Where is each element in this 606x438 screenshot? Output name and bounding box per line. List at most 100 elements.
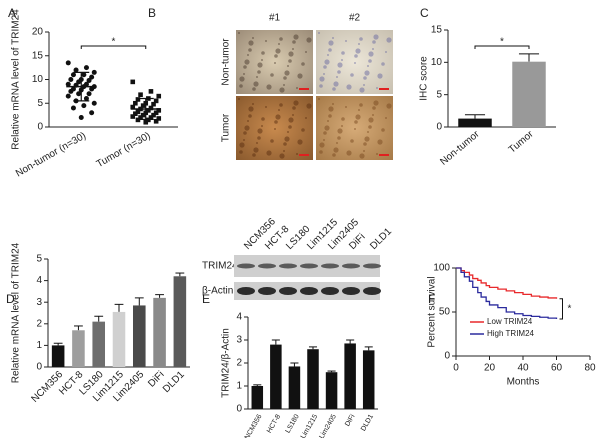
blot-band <box>363 287 381 295</box>
panel-label: F <box>428 292 435 306</box>
significance-label: * <box>568 304 572 315</box>
tissue-texture <box>239 150 243 154</box>
data-point <box>140 112 146 118</box>
panel-label: E <box>202 292 210 306</box>
tissue-texture <box>346 84 352 90</box>
blot-band <box>300 287 318 295</box>
legend-label: High TRIM24 <box>487 329 535 338</box>
tissue-texture <box>363 84 365 86</box>
tissue-texture <box>332 103 334 105</box>
tissue-texture <box>323 131 327 135</box>
lane-label: DLD1 <box>368 226 394 252</box>
y-tick-label: 2 <box>36 318 42 329</box>
tissue-texture <box>368 117 374 123</box>
scale-bar <box>379 154 389 156</box>
x-tick-label: 80 <box>584 363 596 374</box>
error-bar <box>253 384 262 386</box>
tissue-texture <box>243 131 247 135</box>
tissue-texture <box>332 37 334 39</box>
tissue-texture <box>283 150 285 152</box>
panel-label: B <box>148 6 156 20</box>
y-tick-label: 5 <box>36 254 42 265</box>
y-tick-label: 4 <box>36 275 42 286</box>
tissue-texture <box>243 65 247 69</box>
x-tick-label: 20 <box>484 363 496 374</box>
tissue-texture <box>336 76 338 78</box>
blot-band <box>321 287 339 295</box>
tissue-texture <box>275 114 281 120</box>
tissue-texture <box>318 32 320 34</box>
error-bar <box>155 294 164 298</box>
tissue-texture <box>319 142 325 148</box>
data-point <box>83 65 89 71</box>
x-tick-label: 40 <box>517 363 529 374</box>
tissue-texture <box>252 103 254 105</box>
tissue-texture <box>358 109 360 111</box>
blot-band <box>279 263 297 269</box>
tissue-texture <box>350 139 354 143</box>
bar <box>270 344 282 409</box>
tissue-texture <box>354 62 356 64</box>
tissue-texture <box>377 73 383 79</box>
data-point <box>151 101 156 107</box>
tissue-texture <box>381 62 385 66</box>
y-tick-label: 0 <box>236 404 242 415</box>
data-point <box>151 112 156 118</box>
bar <box>51 345 65 367</box>
tissue-texture <box>385 117 387 119</box>
x-tick-label: Non-tumor <box>438 128 482 167</box>
tissue-texture <box>319 84 323 88</box>
tissue-texture <box>284 136 290 142</box>
data-point <box>89 86 95 92</box>
tissue-texture <box>252 153 256 157</box>
tissue-texture <box>341 59 343 61</box>
data-point <box>135 97 141 102</box>
tissue-texture <box>318 98 320 100</box>
y-tick-label: 5 <box>436 89 442 100</box>
tissue-texture <box>359 87 365 93</box>
y-tick-label: 1 <box>36 340 42 351</box>
data-point <box>76 91 82 97</box>
tissue-texture <box>323 139 325 141</box>
tissue-texture <box>257 62 263 68</box>
tissue-texture <box>253 147 259 153</box>
x-tick-label: 0 <box>453 363 459 374</box>
y-axis-label: IHC score <box>419 56 430 101</box>
blot-row-label: β-Actin <box>202 286 233 297</box>
tissue-texture <box>368 59 372 63</box>
blot-band <box>300 263 318 269</box>
tissue-texture <box>363 76 367 80</box>
tissue-texture <box>381 128 385 132</box>
tissue-texture <box>386 103 392 109</box>
tissue-texture <box>296 87 298 89</box>
tissue-texture <box>341 117 345 121</box>
tissue-texture <box>247 54 249 56</box>
tissue-texture <box>275 48 281 54</box>
panel-label: D <box>6 292 15 306</box>
bar <box>325 372 338 409</box>
bar <box>307 349 319 409</box>
y-tick-label: 0 <box>436 122 442 133</box>
tissue-texture <box>333 81 339 87</box>
tissue-texture <box>324 125 330 131</box>
y-axis-label: Relative mRNA level of TRIM24 <box>11 242 22 383</box>
tissue-texture <box>238 98 240 100</box>
data-point <box>130 79 136 85</box>
tissue-texture <box>257 70 261 74</box>
bar <box>288 366 301 409</box>
bar <box>362 350 375 409</box>
tissue-texture <box>337 128 343 134</box>
blot-band <box>258 263 276 269</box>
tissue-texture <box>243 73 245 75</box>
tissue-texture <box>328 48 332 52</box>
bar <box>153 297 166 367</box>
tissue-texture <box>238 32 240 34</box>
x-axis-label: Months <box>507 377 540 388</box>
y-tick-label: 0 <box>37 122 43 133</box>
data-point <box>89 110 95 116</box>
data-point <box>78 115 84 120</box>
x-tick-label: HCT-8 <box>266 413 282 434</box>
tissue-texture <box>355 48 361 54</box>
tissue-texture <box>364 136 370 142</box>
